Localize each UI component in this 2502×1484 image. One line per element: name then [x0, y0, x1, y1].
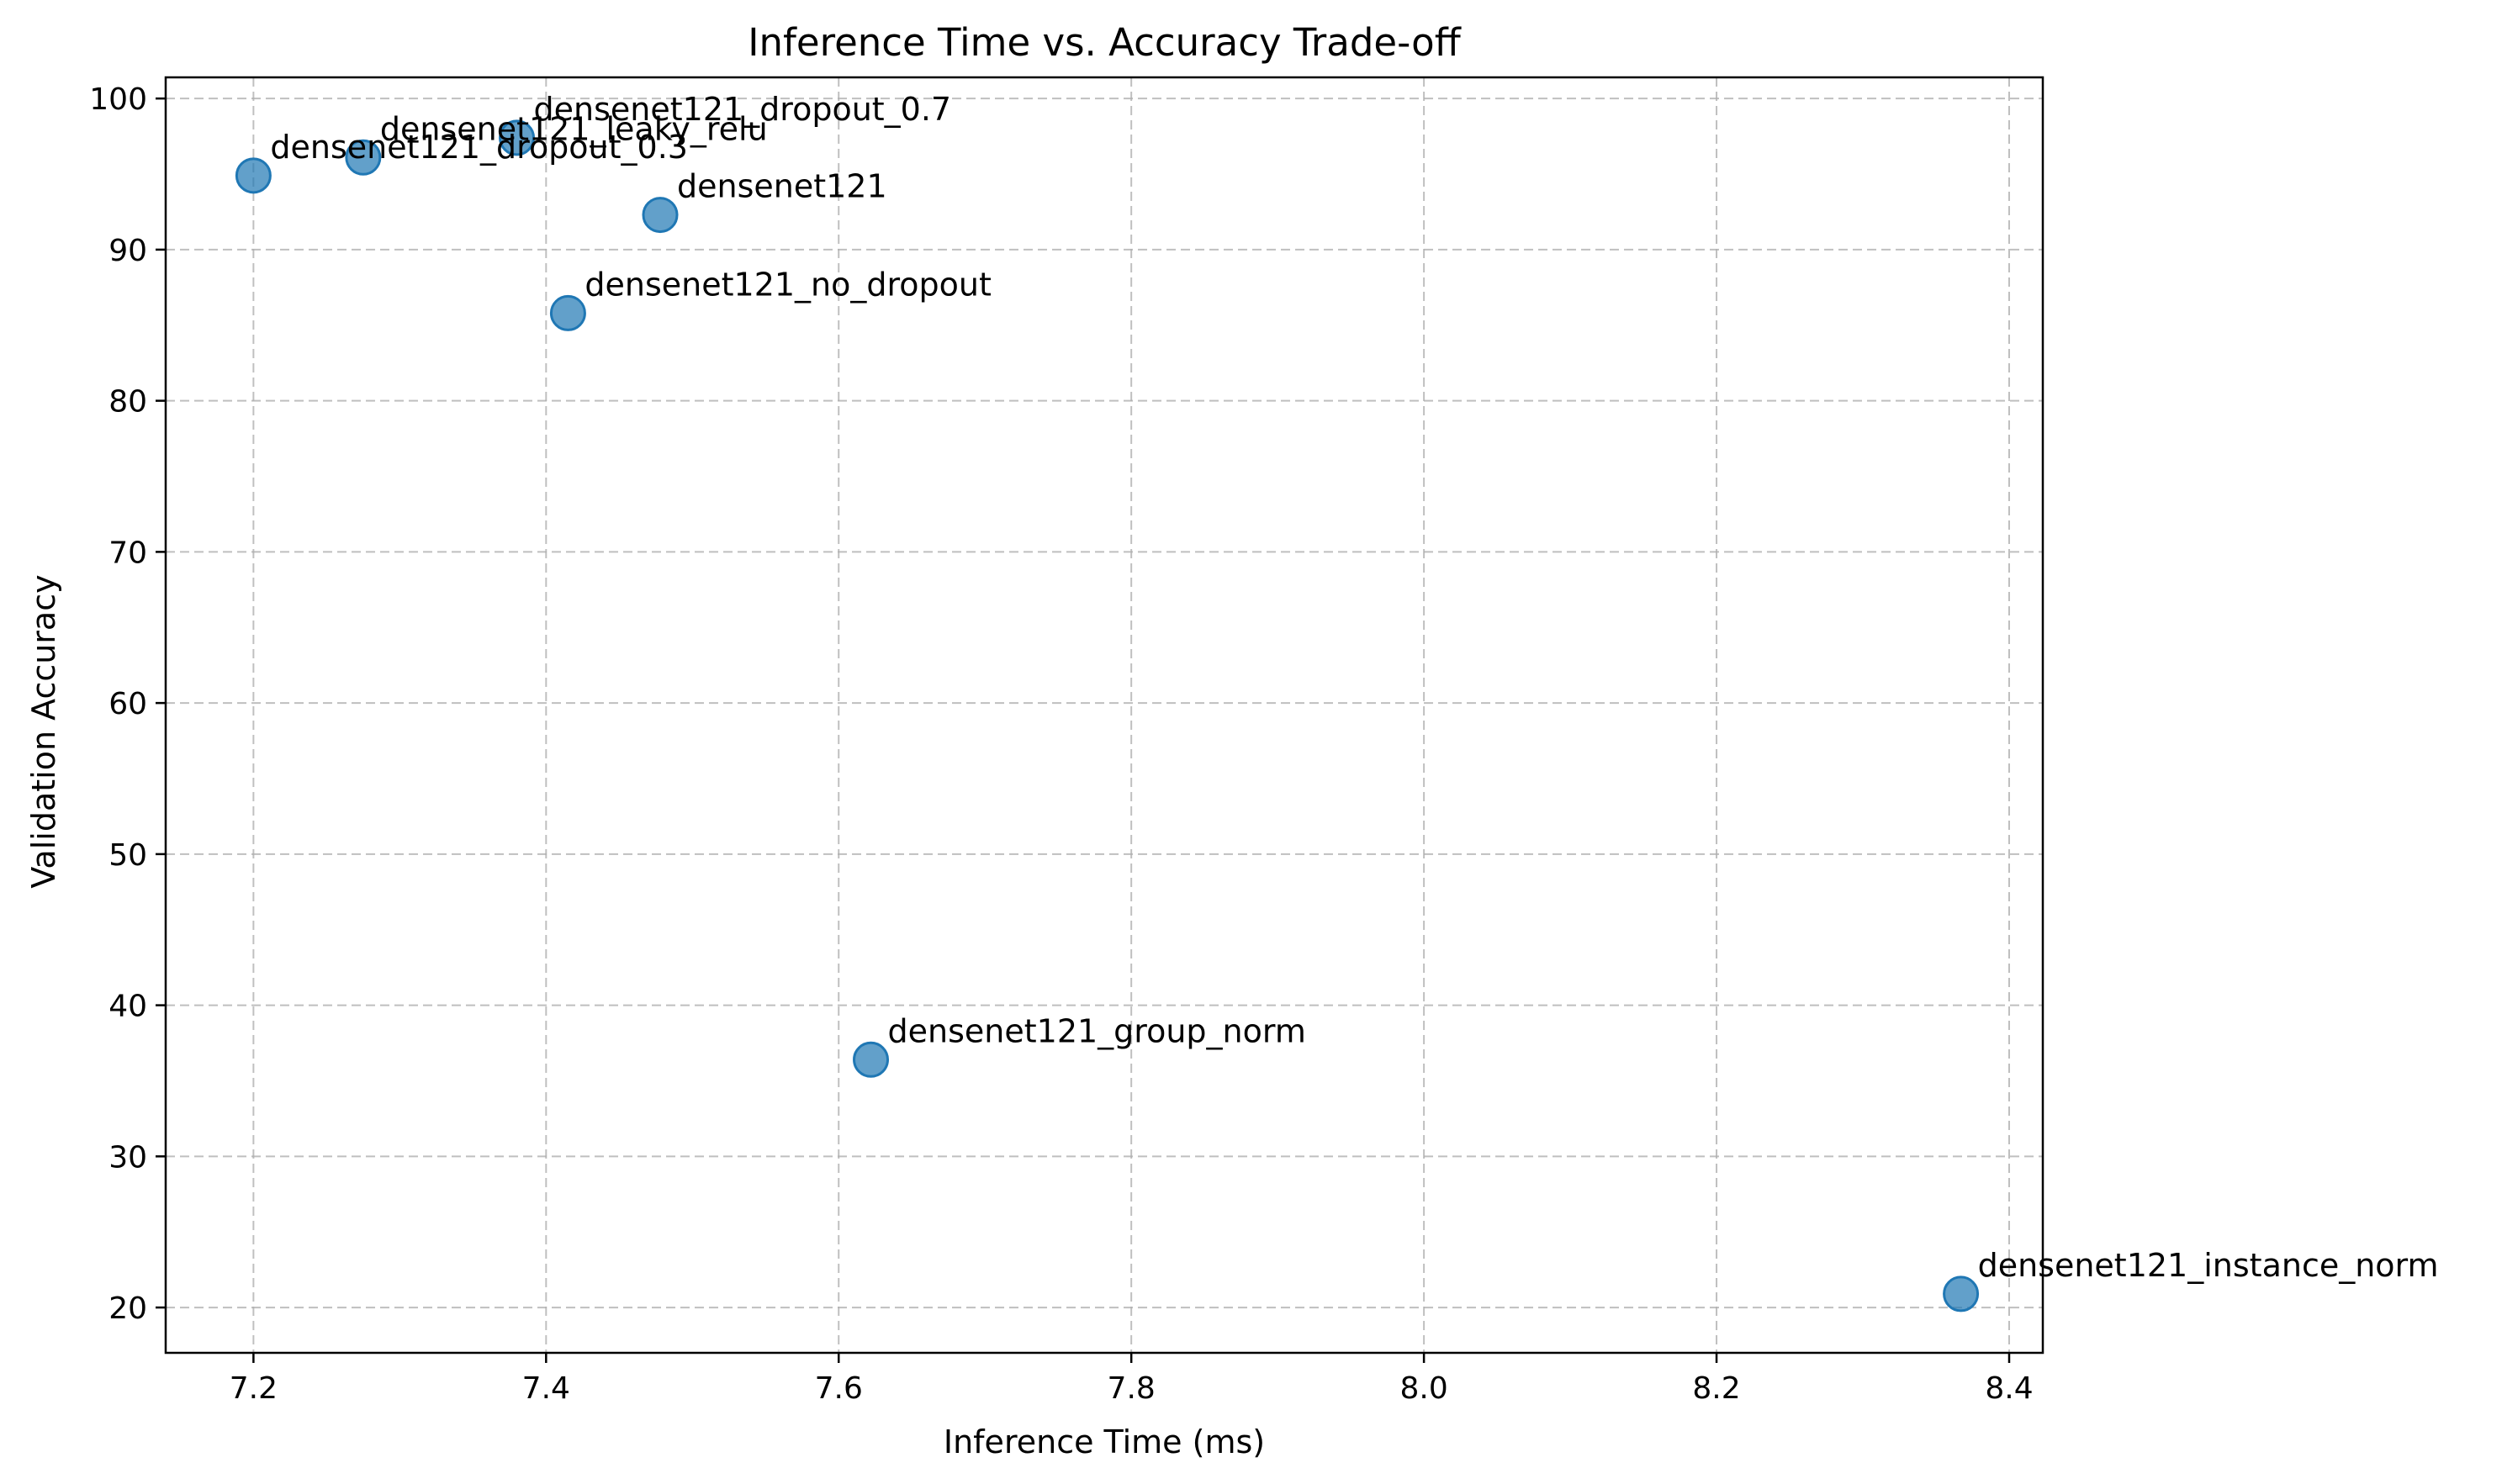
- data-point: [345, 139, 382, 176]
- y-tick-label: 70: [108, 536, 147, 570]
- y-axis-label: Validation Accuracy: [25, 574, 62, 888]
- y-tick-label: 40: [108, 990, 147, 1024]
- chart-title: Inference Time vs. Accuracy Trade-off: [748, 20, 1461, 65]
- y-tick-label: 90: [108, 234, 147, 268]
- y-tick-label: 60: [108, 687, 147, 721]
- x-axis-label: Inference Time (ms): [944, 1423, 1265, 1460]
- data-point: [549, 294, 586, 331]
- data-point-label: densenet121: [677, 168, 887, 205]
- data-points: [235, 119, 1980, 1312]
- grid: [166, 77, 2043, 1353]
- data-point-labels: densenet121_dropout_0.3densenet121_leaky…: [270, 91, 2438, 1284]
- x-tick-label: 7.6: [815, 1371, 863, 1406]
- data-point-label: densenet121_instance_norm: [1978, 1247, 2439, 1284]
- data-point: [499, 119, 536, 156]
- y-tick-label: 30: [108, 1140, 147, 1175]
- data-point-label: densenet121_no_dropout: [585, 266, 991, 303]
- data-point-label: densenet121_dropout_0.7: [534, 91, 952, 128]
- data-point-label: densenet121_dropout_0.3: [270, 129, 688, 166]
- axes-frame: [164, 76, 2044, 1355]
- y-tick-label: 80: [108, 385, 147, 420]
- data-point: [1943, 1275, 1980, 1312]
- x-tick-label: 7.8: [1108, 1371, 1156, 1406]
- y-tick-label: 50: [108, 838, 147, 873]
- y-tick-label: 100: [89, 82, 147, 117]
- data-point: [235, 157, 272, 194]
- data-point-label: densenet121_leaky_relu: [380, 110, 768, 147]
- data-point: [642, 197, 679, 234]
- x-tick-label: 7.4: [522, 1371, 570, 1406]
- x-tick-label: 8.0: [1399, 1371, 1447, 1406]
- y-tick-label: 20: [108, 1291, 147, 1326]
- x-tick-label: 7.2: [230, 1371, 278, 1406]
- data-point-label: densenet121_group_norm: [888, 1012, 1306, 1049]
- axis-ticks: 7.2 7.4 7.6 7.8 8.0 8.2 8.4 20 30 40 50 60 70 80 90 100: [89, 82, 2033, 1406]
- x-tick-label: 8.4: [1985, 1371, 2033, 1406]
- data-point: [853, 1041, 890, 1078]
- x-tick-label: 8.2: [1692, 1371, 1740, 1406]
